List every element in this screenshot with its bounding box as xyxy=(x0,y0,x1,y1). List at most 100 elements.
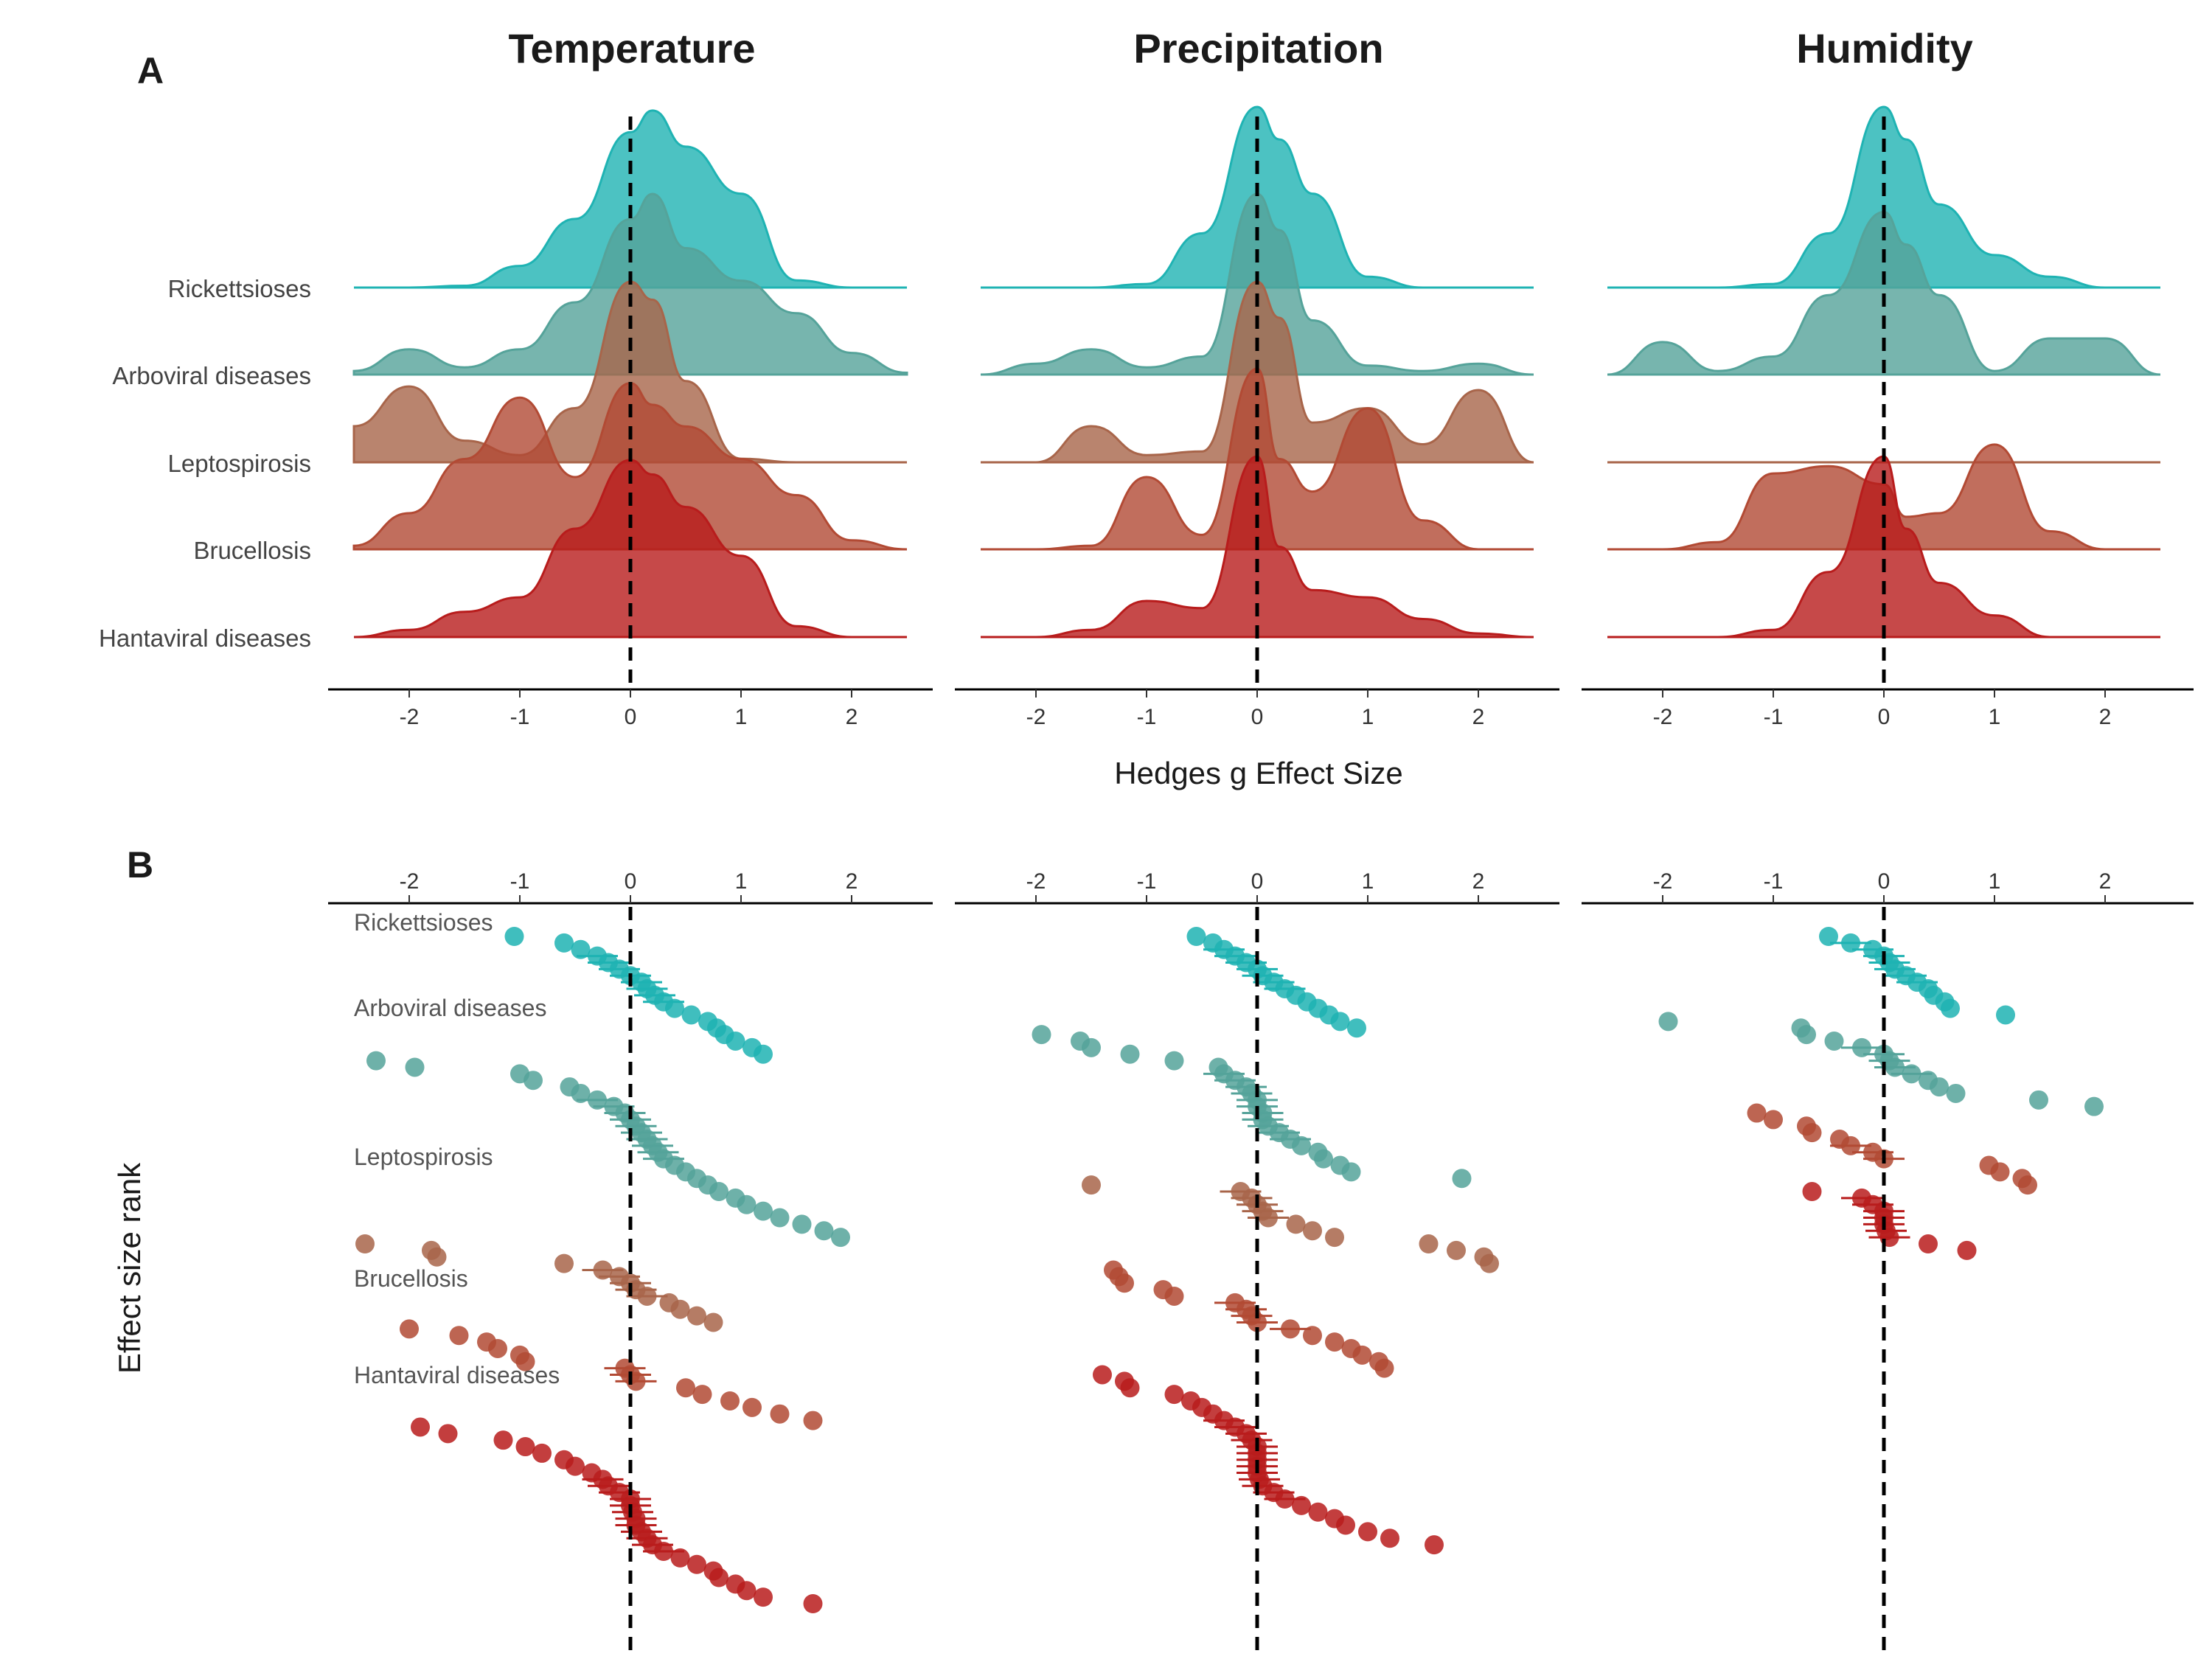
facet-title-humidity: Humidity xyxy=(1796,25,1973,72)
effect-point xyxy=(1286,1214,1306,1234)
effect-point xyxy=(1358,1522,1377,1542)
effect-point xyxy=(754,1587,773,1607)
x-tick-label: 2 xyxy=(846,869,858,894)
effect-point xyxy=(1374,1358,1394,1378)
effect-point xyxy=(1919,1234,1938,1254)
effect-point xyxy=(493,1430,513,1450)
x-tick-label: -1 xyxy=(510,869,530,894)
effect-point xyxy=(405,1057,425,1077)
x-tick-label: -2 xyxy=(1026,869,1046,894)
effect-point xyxy=(1325,1332,1344,1352)
effect-point xyxy=(571,939,591,959)
density-rickettsioses-humidity xyxy=(1607,105,2160,289)
x-tick-label: 2 xyxy=(2099,705,2112,729)
x-tick-label: -2 xyxy=(400,705,420,729)
effect-point xyxy=(488,1338,507,1358)
effect-point xyxy=(1930,1077,1949,1097)
facet-title-precipitation: Precipitation xyxy=(1133,25,1383,72)
x-axis-title: Hedges g Effect Size xyxy=(1114,756,1402,790)
x-tick-label: -1 xyxy=(1764,705,1784,729)
effect-point xyxy=(1281,1319,1300,1339)
y-axis-title-b: Effect size rank xyxy=(112,1162,147,1374)
points-arboviral-diseases xyxy=(366,1051,850,1248)
rank-label-rickettsioses: Rickettsioses xyxy=(354,909,493,936)
effect-point xyxy=(1325,1228,1344,1248)
effect-point xyxy=(1797,1025,1816,1045)
effect-point xyxy=(770,1404,790,1424)
effect-point xyxy=(1802,1182,1822,1202)
points-arboviral-diseases xyxy=(1658,1012,2104,1116)
x-tick-label: -2 xyxy=(400,869,420,894)
rank-facet-humidity: -2 -1 0 1 2 xyxy=(1582,869,2194,1652)
x-tick-label: 1 xyxy=(735,705,748,729)
effect-point xyxy=(427,1247,447,1267)
category-label-brucellosis: Brucellosis xyxy=(193,537,311,564)
effect-point xyxy=(770,1208,790,1228)
effect-point xyxy=(670,1299,690,1319)
effect-point xyxy=(1164,1385,1184,1405)
x-tick-label: 0 xyxy=(625,705,637,729)
x-tick-label: 0 xyxy=(1251,869,1264,894)
effect-point xyxy=(2018,1175,2037,1195)
effect-point xyxy=(681,1005,701,1025)
effect-point xyxy=(1314,1149,1333,1169)
x-tick-label: -1 xyxy=(1137,705,1157,729)
x-tick-label: 0 xyxy=(1878,869,1891,894)
effect-point xyxy=(703,1312,723,1332)
effect-point xyxy=(1996,1005,2015,1025)
effect-point xyxy=(1259,1208,1278,1228)
rank-facet-precipitation: -2 -1 0 1 2 xyxy=(955,869,1559,1652)
points-hantaviral-diseases xyxy=(1802,1182,1977,1260)
effect-point xyxy=(588,1090,607,1110)
effect-point xyxy=(742,1397,762,1417)
points-brucellosis xyxy=(400,1319,823,1430)
ridge-facet-precipitation: -2 -1 0 1 2 xyxy=(955,105,1559,729)
effect-point xyxy=(1303,1221,1322,1241)
effect-point xyxy=(1352,1345,1372,1365)
rank-label-arboviral: Arboviral diseases xyxy=(354,995,546,1021)
category-label-arboviral: Arboviral diseases xyxy=(112,362,311,389)
effect-point xyxy=(411,1417,430,1437)
effect-point xyxy=(1841,1135,1860,1155)
effect-point xyxy=(670,1548,690,1568)
effect-point xyxy=(504,927,524,946)
effect-point xyxy=(1275,1489,1295,1509)
effect-point xyxy=(1336,1515,1355,1535)
x-tick-label: 2 xyxy=(1472,869,1485,894)
x-tick-label: 1 xyxy=(735,869,748,894)
effect-point xyxy=(709,1568,728,1587)
effect-point xyxy=(1824,1031,1844,1051)
effect-point xyxy=(754,1201,773,1221)
effect-point xyxy=(654,1542,673,1562)
facet-title-temperature: Temperature xyxy=(508,25,755,72)
effect-point xyxy=(637,1286,657,1306)
effect-point xyxy=(1452,1169,1472,1189)
effect-point xyxy=(566,1456,585,1476)
x-tick-label: -1 xyxy=(510,705,530,729)
effect-point xyxy=(1032,1025,1051,1045)
effect-point xyxy=(1082,1037,1101,1057)
effect-point xyxy=(665,998,684,1018)
effect-point xyxy=(792,1214,812,1234)
effect-point xyxy=(1292,1495,1311,1515)
points-rickettsioses xyxy=(504,927,773,1064)
effect-point xyxy=(1347,1018,1366,1038)
effect-point xyxy=(814,1221,834,1241)
effect-point xyxy=(1957,1240,1977,1260)
effect-point xyxy=(2084,1096,2104,1116)
x-tick-label: 0 xyxy=(1878,705,1891,729)
effect-point xyxy=(1164,1286,1184,1306)
x-tick-label: 2 xyxy=(1472,705,1485,729)
x-tick-label: 1 xyxy=(1362,705,1374,729)
effect-point xyxy=(1308,1502,1328,1522)
effect-point xyxy=(554,933,574,953)
effect-point xyxy=(1885,1057,1905,1077)
effect-point xyxy=(438,1424,458,1444)
x-tick-label: 1 xyxy=(1989,869,2001,894)
category-labels-a: Rickettsioses Arboviral diseases Leptosp… xyxy=(99,275,311,652)
points-leptospirosis xyxy=(1082,1175,1499,1273)
effect-point xyxy=(593,1260,613,1280)
effect-point xyxy=(1841,933,1860,953)
rank-label-leptospirosis: Leptospirosis xyxy=(354,1144,493,1170)
panel-a-titles: Temperature Precipitation Humidity xyxy=(508,25,1972,72)
